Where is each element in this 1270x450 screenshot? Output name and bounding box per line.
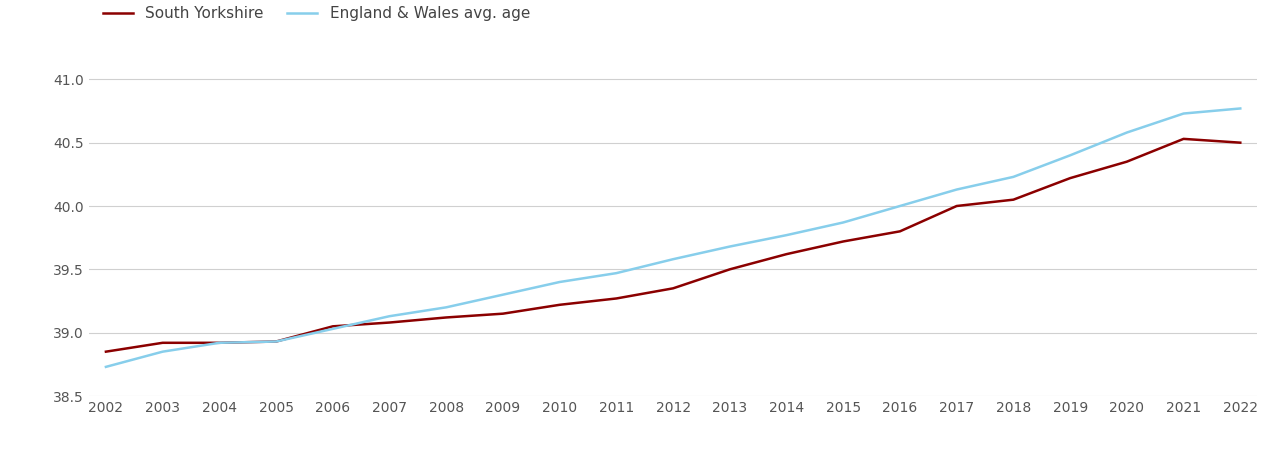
England & Wales avg. age	[893, 203, 908, 209]
South Yorkshire	[438, 315, 453, 320]
England & Wales avg. age	[1176, 111, 1191, 116]
South Yorkshire	[949, 203, 964, 209]
England & Wales avg. age	[836, 220, 851, 225]
South Yorkshire	[382, 320, 398, 325]
South Yorkshire	[836, 239, 851, 244]
England & Wales avg. age	[552, 279, 568, 285]
England & Wales avg. age	[495, 292, 511, 297]
South Yorkshire	[723, 267, 738, 272]
England & Wales avg. age	[382, 314, 398, 319]
South Yorkshire	[325, 324, 340, 329]
England & Wales avg. age	[438, 305, 453, 310]
England & Wales avg. age	[608, 270, 624, 276]
South Yorkshire	[98, 349, 113, 354]
England & Wales avg. age	[949, 187, 964, 192]
South Yorkshire	[212, 340, 227, 346]
Line: England & Wales avg. age: England & Wales avg. age	[105, 108, 1241, 367]
England & Wales avg. age	[1233, 106, 1248, 111]
England & Wales avg. age	[325, 326, 340, 332]
South Yorkshire	[1119, 159, 1134, 164]
South Yorkshire	[155, 340, 170, 346]
England & Wales avg. age	[155, 349, 170, 354]
South Yorkshire	[665, 286, 681, 291]
South Yorkshire	[893, 229, 908, 234]
England & Wales avg. age	[212, 340, 227, 346]
South Yorkshire	[1176, 136, 1191, 142]
England & Wales avg. age	[723, 244, 738, 249]
South Yorkshire	[608, 296, 624, 301]
South Yorkshire	[1233, 140, 1248, 145]
Legend: South Yorkshire, England & Wales avg. age: South Yorkshire, England & Wales avg. ag…	[97, 0, 536, 27]
South Yorkshire	[268, 339, 283, 344]
South Yorkshire	[1063, 176, 1078, 181]
England & Wales avg. age	[779, 233, 794, 238]
England & Wales avg. age	[665, 256, 681, 262]
England & Wales avg. age	[1006, 174, 1021, 180]
England & Wales avg. age	[268, 339, 283, 344]
England & Wales avg. age	[98, 364, 113, 369]
South Yorkshire	[495, 311, 511, 316]
England & Wales avg. age	[1063, 153, 1078, 158]
South Yorkshire	[1006, 197, 1021, 202]
England & Wales avg. age	[1119, 130, 1134, 135]
South Yorkshire	[779, 252, 794, 257]
Line: South Yorkshire: South Yorkshire	[105, 139, 1241, 351]
South Yorkshire	[552, 302, 568, 307]
